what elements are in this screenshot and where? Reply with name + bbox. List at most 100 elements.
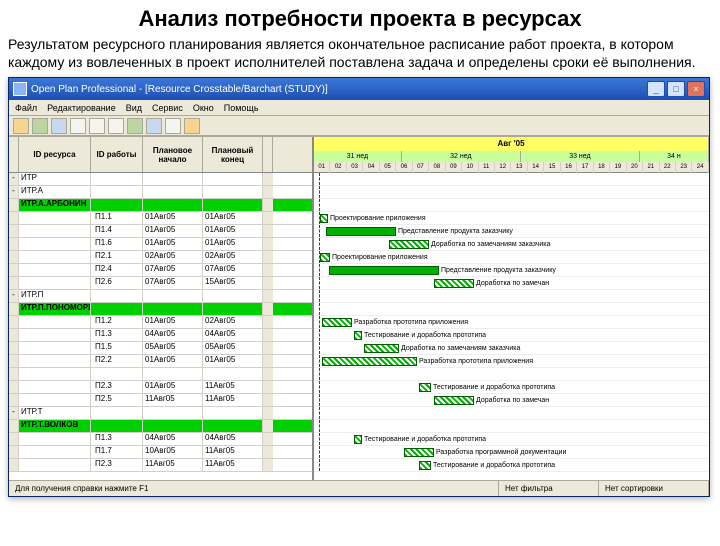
- gantt-bar[interactable]: Тестирование и доработка прототипа: [354, 435, 362, 444]
- table-row[interactable]: П1.304Авг0504Авг05: [9, 433, 312, 446]
- gantt-bar[interactable]: Проектирование приложения: [320, 214, 328, 223]
- toolbar-btn[interactable]: [108, 118, 124, 134]
- table-header: ID ресурса ID работы Плановое начало Пла…: [9, 137, 312, 173]
- maximize-button[interactable]: □: [667, 81, 685, 97]
- table-row[interactable]: -ИТР.Т: [9, 407, 312, 420]
- gantt-row: [314, 368, 709, 381]
- status-sort: Нет сортировки: [599, 481, 709, 496]
- gantt-bar[interactable]: Представление продукта заказчику: [326, 227, 396, 236]
- table-row[interactable]: ИТР.П.ПОНОМОРЕВ: [9, 303, 312, 316]
- gantt-bar[interactable]: Разработка программной документации: [404, 448, 434, 457]
- handle-col: [263, 137, 273, 172]
- gantt-header: Авг '05 31 нед32 нед33 нед34 н 010203040…: [314, 137, 709, 173]
- gantt-row: Тестирование и доработка прототипа: [314, 433, 709, 446]
- menu-edit[interactable]: Редактирование: [47, 103, 116, 113]
- table-row[interactable]: П1.401Авг0501Авг05: [9, 225, 312, 238]
- gantt-bar-label: Представление продукта заказчику: [398, 227, 513, 236]
- gantt-bar[interactable]: Доработка по замечаниям заказчика: [364, 344, 399, 353]
- toolbar-btn[interactable]: [32, 118, 48, 134]
- table-row[interactable]: [9, 368, 312, 381]
- table-row[interactable]: П2.201Авг0501Авг05: [9, 355, 312, 368]
- gantt-row: Проектирование приложения: [314, 251, 709, 264]
- toolbar-btn[interactable]: [70, 118, 86, 134]
- gantt-day: 17: [577, 162, 593, 173]
- gantt-week: 34 н: [640, 151, 709, 162]
- gantt-bar-label: Тестирование и доработка прототипа: [433, 383, 555, 392]
- app-icon: [13, 82, 27, 96]
- gantt-row: [314, 186, 709, 199]
- gantt-bar[interactable]: Разработка прототипа приложения: [322, 318, 352, 327]
- gantt-row: Представление продукта заказчику: [314, 264, 709, 277]
- table-row[interactable]: ИТР.Т.ВОЛКОВ: [9, 420, 312, 433]
- gantt-bar[interactable]: Тестирование и доработка прототипа: [419, 383, 431, 392]
- gantt-bar-label: Тестирование и доработка прототипа: [364, 331, 486, 340]
- gantt-bar[interactable]: Тестирование и доработка прототипа: [354, 331, 362, 340]
- gantt-row: Тестирование и доработка прототипа: [314, 459, 709, 472]
- toolbar-btn[interactable]: [13, 118, 29, 134]
- gantt-bar[interactable]: Доработка по замечан: [434, 396, 474, 405]
- menu-tools[interactable]: Сервис: [152, 103, 183, 113]
- minimize-button[interactable]: _: [647, 81, 665, 97]
- gantt-day: 05: [380, 162, 396, 173]
- col-resource[interactable]: ID ресурса: [19, 137, 91, 172]
- gantt-bar[interactable]: Доработка по замечаниям заказчика: [389, 240, 429, 249]
- toolbar-btn[interactable]: [89, 118, 105, 134]
- gantt-week: 33 нед: [521, 151, 640, 162]
- gantt-bar-label: Тестирование и доработка прототипа: [433, 461, 555, 470]
- gantt-bar[interactable]: Тестирование и доработка прототипа: [419, 461, 431, 470]
- table-row[interactable]: П2.511Авг0511Авг05: [9, 394, 312, 407]
- table-row[interactable]: П2.407Авг0507Авг05: [9, 264, 312, 277]
- gantt-row: [314, 407, 709, 420]
- menu-window[interactable]: Окно: [193, 103, 214, 113]
- gantt-day: 07: [413, 162, 429, 173]
- gantt-days: 0102030405060708091011121314151617181920…: [314, 162, 709, 173]
- gantt-row: Разработка прототипа приложения: [314, 355, 709, 368]
- toolbar-btn[interactable]: [127, 118, 143, 134]
- table-row[interactable]: -ИТР.П: [9, 290, 312, 303]
- menu-help[interactable]: Помощь: [224, 103, 259, 113]
- toolbar-btn[interactable]: [165, 118, 181, 134]
- gantt-day: 04: [363, 162, 379, 173]
- gantt-bar[interactable]: Доработка по замечан: [434, 279, 474, 288]
- gantt-bar[interactable]: Разработка прототипа приложения: [322, 357, 417, 366]
- gantt-bar-label: Представление продукта заказчику: [441, 266, 556, 275]
- toolbar-btn[interactable]: [146, 118, 162, 134]
- table-row[interactable]: П1.601Авг0501Авг05: [9, 238, 312, 251]
- table-row[interactable]: П1.101Авг0501Авг05: [9, 212, 312, 225]
- menubar: Файл Редактирование Вид Сервис Окно Помо…: [9, 100, 709, 116]
- table-row[interactable]: -ИТР.А: [9, 186, 312, 199]
- table-row[interactable]: П1.201Авг0502Авг05: [9, 316, 312, 329]
- titlebar: Open Plan Professional - [Resource Cross…: [9, 78, 709, 100]
- close-button[interactable]: ×: [687, 81, 705, 97]
- gantt-row: Разработка прототипа приложения: [314, 316, 709, 329]
- table-row[interactable]: ИТР.А.АРБОНИН: [9, 199, 312, 212]
- gantt-day: 24: [692, 162, 708, 173]
- table-row[interactable]: П2.311Авг0511Авг05: [9, 459, 312, 472]
- table-row[interactable]: -ИТР: [9, 173, 312, 186]
- toolbar: [9, 116, 709, 136]
- gantt-bar[interactable]: Проектирование приложения: [320, 253, 330, 262]
- gantt-bar-label: Доработка по замечаниям заказчика: [401, 344, 520, 353]
- gantt-bar[interactable]: Представление продукта заказчику: [329, 266, 439, 275]
- col-taskid[interactable]: ID работы: [91, 137, 143, 172]
- gantt-row: Разработка программной документации: [314, 446, 709, 459]
- table-row[interactable]: П1.710Авг0511Авг05: [9, 446, 312, 459]
- gantt-pane: Авг '05 31 нед32 нед33 нед34 н 010203040…: [314, 137, 709, 480]
- gantt-day: 21: [643, 162, 659, 173]
- menu-file[interactable]: Файл: [15, 103, 37, 113]
- toolbar-btn[interactable]: [51, 118, 67, 134]
- table-row[interactable]: П1.304Авг0504Авг05: [9, 329, 312, 342]
- col-end[interactable]: Плановый конец: [203, 137, 263, 172]
- gantt-row: Проектирование приложения: [314, 212, 709, 225]
- table-row[interactable]: П2.301Авг0511Авг05: [9, 381, 312, 394]
- gantt-bar-label: Доработка по замечан: [476, 396, 549, 405]
- table-row[interactable]: П2.102Авг0502Авг05: [9, 251, 312, 264]
- gantt-week: 32 нед: [402, 151, 521, 162]
- gantt-day: 11: [479, 162, 495, 173]
- toolbar-btn[interactable]: [184, 118, 200, 134]
- col-start[interactable]: Плановое начало: [143, 137, 203, 172]
- gantt-bar-label: Разработка прототипа приложения: [354, 318, 468, 327]
- table-row[interactable]: П2.607Авг0515Авг05: [9, 277, 312, 290]
- table-row[interactable]: П1.505Авг0505Авг05: [9, 342, 312, 355]
- menu-view[interactable]: Вид: [126, 103, 142, 113]
